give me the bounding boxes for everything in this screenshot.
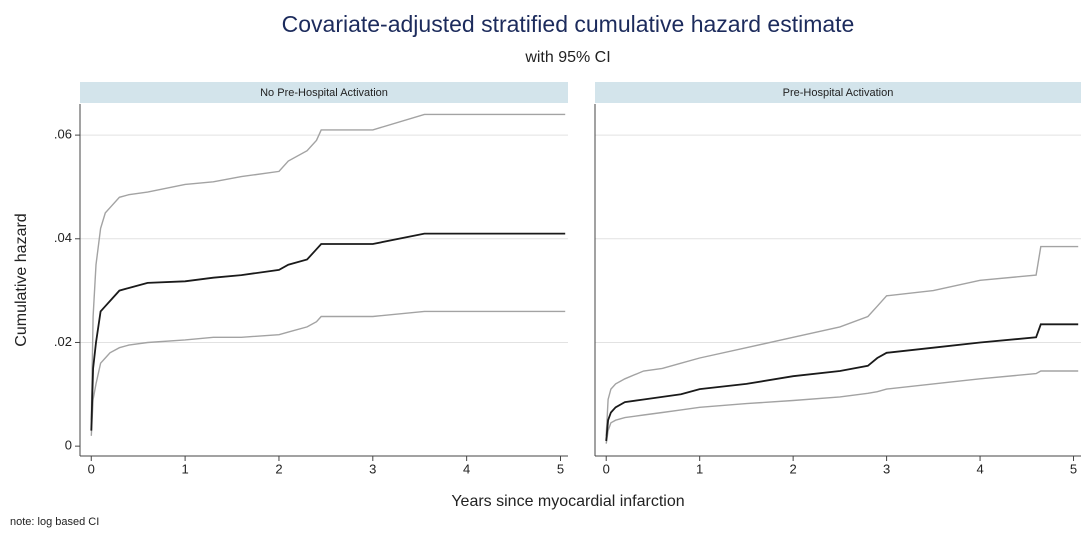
panel-strip [80,82,568,103]
note: note: log based CI [10,516,99,528]
series-line [90,310,566,436]
panel-title: Pre-Hospital Activation [783,87,894,99]
x-tick-label: 1 [696,461,703,476]
x-tick-label: 3 [883,461,890,476]
series-line [90,232,566,431]
x-tick-label: 5 [1070,461,1077,476]
series-line [605,245,1079,436]
x-tick-label: 0 [88,461,95,476]
x-tick-label: 5 [557,461,564,476]
y-tick-label: .04 [54,230,72,245]
y-tick-label: .06 [54,127,72,142]
x-tick-label: 4 [463,461,470,476]
y-tick-label: .02 [54,334,72,349]
x-tick-label: 0 [603,461,610,476]
x-axis-label: Years since myocardial infarction [451,493,684,510]
panel-strip [595,82,1081,103]
x-tick-label: 4 [976,461,983,476]
x-tick-label: 2 [790,461,797,476]
chart-subtitle: with 95% CI [524,49,610,66]
panel-title: No Pre-Hospital Activation [260,87,388,99]
x-tick-label: 3 [369,461,376,476]
y-axis-label: Cumulative hazard [13,213,30,346]
series-line [90,113,566,421]
chart-title: Covariate-adjusted stratified cumulative… [282,11,855,37]
x-tick-label: 1 [181,461,188,476]
series-line [605,370,1079,444]
x-tick-label: 2 [275,461,282,476]
y-tick-label: 0 [65,438,72,453]
series-line [605,323,1079,442]
